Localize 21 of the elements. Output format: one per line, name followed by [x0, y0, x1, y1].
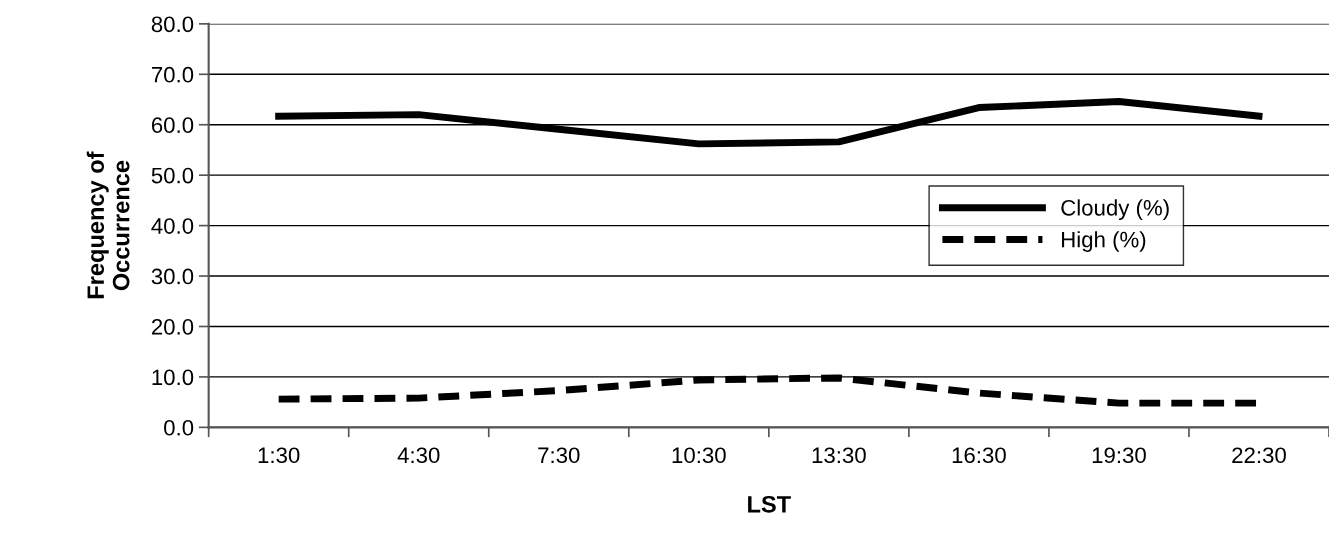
y-tick-label: 60.0 [151, 117, 194, 134]
legend-label: High (%) [1062, 231, 1146, 252]
y-tick-label: 0.0 [164, 419, 194, 436]
x-tick-label: 10:30 [672, 447, 726, 464]
x-tick-label: 7:30 [538, 447, 580, 464]
y-axis-title: Frequency of Occurrence [86, 151, 130, 299]
y-tick-label: 30.0 [151, 268, 194, 285]
x-tick-label: 19:30 [1092, 447, 1146, 464]
y-tick-label: 50.0 [151, 167, 194, 184]
y-tick-label: 10.0 [152, 369, 194, 386]
y-tick-label: 80.0 [151, 16, 194, 33]
x-tick-label: 16:30 [952, 447, 1006, 464]
x-tick-label: 22:30 [1232, 447, 1286, 464]
y-tick-label: 40.0 [151, 218, 194, 234]
legend-label: Cloudy (%) [1061, 199, 1169, 221]
x-axis-title: LST [748, 495, 791, 513]
x-tick-label: 4:30 [397, 447, 440, 464]
x-tick-label: 13:30 [812, 447, 866, 464]
y-tick-label: 20.0 [151, 319, 194, 335]
x-tick-label: 1:30 [258, 447, 300, 464]
y-tick-label: 70.0 [151, 66, 194, 83]
